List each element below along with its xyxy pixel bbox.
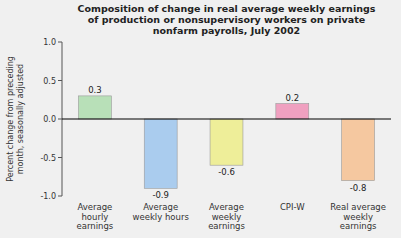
- x-tick-label: Averagehourlyearnings: [77, 202, 114, 231]
- y-tick-label: -0.5: [40, 154, 56, 163]
- text-line: month, seasonally adjusted: [16, 64, 25, 174]
- data-label: 0.3: [88, 85, 102, 95]
- bar: [144, 119, 177, 188]
- text-line: Average: [209, 202, 244, 212]
- y-tick: [58, 80, 62, 81]
- text-line: nonfarm payrolls, July 2002: [153, 25, 300, 36]
- y-tick: [58, 157, 62, 158]
- text-line: of production or nonsupervisory workers …: [88, 14, 365, 25]
- bar: [210, 119, 243, 165]
- y-label-group: Percent change from precedingmonth, seas…: [6, 56, 25, 182]
- y-tick-label: -1.0: [40, 192, 56, 201]
- y-tick: [58, 119, 62, 120]
- background: [0, 0, 401, 238]
- text-line: earnings: [208, 221, 245, 231]
- y-tick: [58, 196, 62, 197]
- text-line: Percent change from preceding: [6, 56, 15, 182]
- x-tick-label: Averageweeklyearnings: [208, 202, 245, 231]
- bar: [78, 96, 111, 119]
- y-tick-label: 0.5: [43, 77, 56, 86]
- text-line: weekly: [212, 212, 242, 222]
- x-tick-label: Averageweekly hours: [133, 202, 190, 222]
- data-label: -0.9: [152, 190, 169, 200]
- title: Composition of change in real average we…: [78, 3, 376, 36]
- x-tick-label: Real averageweeklyearnings: [330, 202, 386, 231]
- text-line: Average: [143, 202, 178, 212]
- y-tick-label: 1.0: [43, 38, 56, 47]
- text-line: Composition of change in real average we…: [78, 3, 376, 14]
- data-label: -0.6: [218, 167, 235, 177]
- y-tick: [58, 42, 62, 43]
- zero-line: [62, 119, 391, 120]
- text-line: earnings: [340, 221, 377, 231]
- x-tick-label: CPI-W: [280, 202, 305, 212]
- text-line: Average: [77, 202, 112, 212]
- y-tick-label: 0.0: [43, 115, 56, 124]
- text-line: CPI-W: [280, 202, 305, 212]
- bar: [276, 104, 309, 119]
- text-line: weekly: [343, 212, 373, 222]
- text-line: Real average: [330, 202, 386, 212]
- text-line: weekly hours: [133, 212, 190, 222]
- bar: [342, 119, 375, 181]
- text-line: earnings: [77, 221, 114, 231]
- chart: Composition of change in real average we…: [0, 0, 401, 238]
- data-label: 0.2: [286, 93, 300, 103]
- y-axis-label: Percent change from precedingmonth, seas…: [6, 56, 25, 182]
- data-label: -0.8: [350, 183, 367, 193]
- text-line: hourly: [81, 212, 108, 222]
